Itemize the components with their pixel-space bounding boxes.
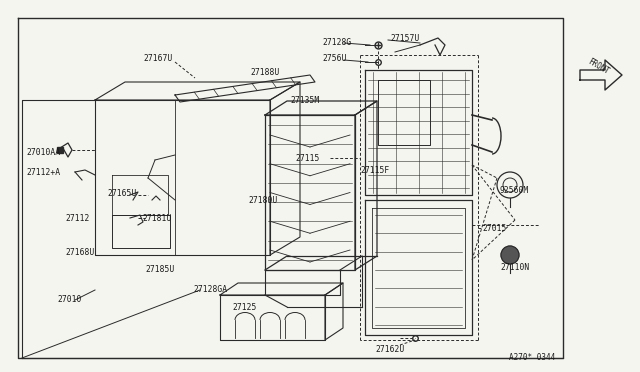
Text: 27125: 27125	[232, 304, 257, 312]
Text: 27162U: 27162U	[375, 346, 404, 355]
Text: 27185U: 27185U	[145, 266, 174, 275]
Text: A270* 0344: A270* 0344	[509, 353, 555, 362]
Text: 27180U: 27180U	[248, 196, 277, 205]
Text: 27112+A: 27112+A	[26, 167, 60, 176]
Text: 27010AA: 27010AA	[26, 148, 60, 157]
Text: 27128GA: 27128GA	[193, 285, 227, 295]
Text: 27010: 27010	[57, 295, 81, 305]
Text: 27181U: 27181U	[142, 214, 172, 222]
Text: 27110N: 27110N	[500, 263, 529, 273]
Text: 27115F: 27115F	[360, 166, 389, 174]
Text: 92560M: 92560M	[500, 186, 529, 195]
Text: 27135M: 27135M	[290, 96, 319, 105]
Text: 27112: 27112	[65, 214, 90, 222]
Text: 27157U: 27157U	[390, 33, 419, 42]
Text: 27015: 27015	[482, 224, 506, 232]
Text: 27167U: 27167U	[143, 54, 172, 62]
Text: 2756U: 2756U	[322, 54, 346, 62]
Text: 27115: 27115	[295, 154, 319, 163]
Text: 27168U: 27168U	[65, 247, 94, 257]
Text: 27165U: 27165U	[107, 189, 136, 198]
Text: 27188U: 27188U	[250, 67, 279, 77]
Circle shape	[501, 246, 519, 264]
Text: 27128G: 27128G	[322, 38, 351, 46]
Text: FRONT: FRONT	[586, 57, 611, 76]
